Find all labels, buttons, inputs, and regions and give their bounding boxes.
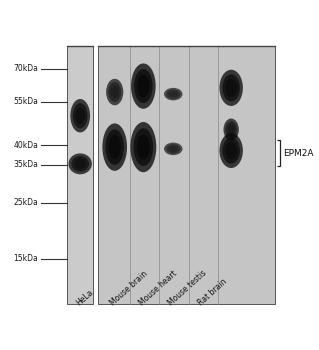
- Ellipse shape: [164, 142, 182, 155]
- Text: 25kDa: 25kDa: [13, 198, 38, 208]
- Text: 15kDa: 15kDa: [13, 254, 38, 263]
- Text: 55kDa: 55kDa: [13, 97, 38, 106]
- Ellipse shape: [108, 82, 121, 102]
- Ellipse shape: [219, 133, 243, 168]
- Ellipse shape: [222, 74, 240, 102]
- Text: EPM2A: EPM2A: [283, 149, 313, 158]
- Ellipse shape: [70, 99, 90, 132]
- Ellipse shape: [137, 75, 150, 97]
- Ellipse shape: [169, 91, 178, 97]
- Ellipse shape: [134, 128, 153, 166]
- Text: 70kDa: 70kDa: [13, 64, 38, 73]
- Ellipse shape: [71, 156, 89, 172]
- FancyBboxPatch shape: [67, 46, 93, 304]
- Ellipse shape: [226, 121, 237, 138]
- Ellipse shape: [106, 130, 124, 165]
- Text: 35kDa: 35kDa: [13, 160, 38, 169]
- Text: HeLa: HeLa: [74, 288, 95, 307]
- Ellipse shape: [166, 89, 180, 99]
- Ellipse shape: [73, 103, 88, 128]
- Ellipse shape: [227, 124, 235, 135]
- Ellipse shape: [108, 135, 121, 159]
- Ellipse shape: [225, 142, 237, 159]
- Text: Mouse testis: Mouse testis: [167, 268, 209, 307]
- Ellipse shape: [169, 146, 178, 152]
- Ellipse shape: [219, 70, 243, 106]
- Ellipse shape: [225, 79, 237, 97]
- Ellipse shape: [69, 153, 92, 174]
- Ellipse shape: [130, 122, 156, 172]
- Ellipse shape: [134, 69, 152, 103]
- Text: Mouse brain: Mouse brain: [108, 269, 149, 307]
- Text: Mouse heart: Mouse heart: [137, 269, 179, 307]
- Ellipse shape: [166, 144, 180, 154]
- Text: Rat brain: Rat brain: [196, 277, 228, 307]
- Ellipse shape: [164, 88, 182, 100]
- Ellipse shape: [137, 134, 150, 160]
- Ellipse shape: [106, 79, 123, 105]
- Ellipse shape: [74, 159, 86, 169]
- Ellipse shape: [222, 138, 240, 164]
- Ellipse shape: [110, 85, 119, 99]
- Text: 40kDa: 40kDa: [13, 141, 38, 150]
- FancyBboxPatch shape: [98, 46, 275, 304]
- Ellipse shape: [75, 107, 85, 124]
- Ellipse shape: [102, 124, 127, 171]
- Ellipse shape: [224, 119, 239, 141]
- Ellipse shape: [131, 63, 156, 109]
